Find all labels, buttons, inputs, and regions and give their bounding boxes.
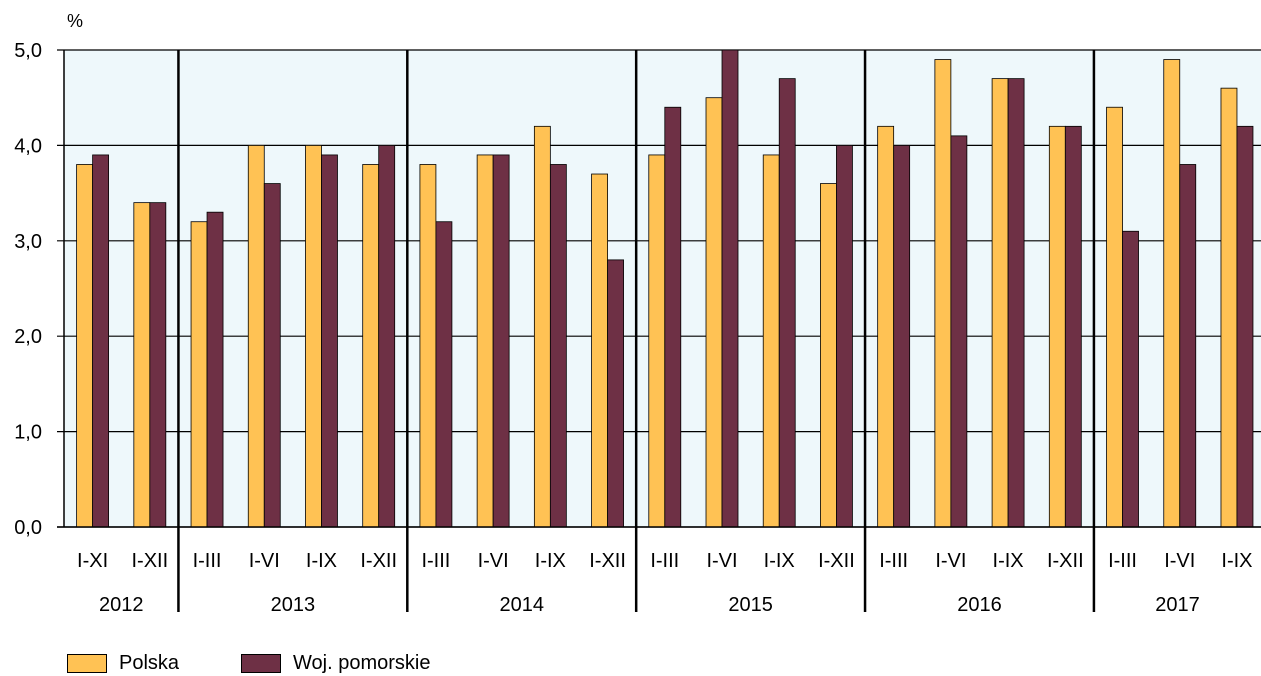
x-tick-label: I-VI (1164, 550, 1195, 572)
legend: Polska Woj. pomorskie (67, 650, 492, 676)
year-label: 2013 (271, 594, 316, 616)
y-tick-label: 5,0 (14, 40, 42, 62)
x-tick-label: I-XI (77, 550, 108, 572)
bar-polska (133, 202, 151, 528)
x-tick-label: I-XII (1047, 550, 1084, 572)
x-tick-label: I-IX (306, 550, 337, 572)
bar-pomorskie (950, 135, 968, 528)
bar-pomorskie (778, 78, 796, 528)
bar-pomorskie (206, 211, 224, 528)
x-tick-label: I-IX (535, 550, 566, 572)
bar-polska (591, 173, 608, 528)
bar-polska (705, 97, 723, 528)
bar-polska (247, 144, 265, 528)
x-tick-label: I-VI (249, 550, 280, 572)
x-tick-label: I-III (879, 550, 908, 572)
bar-pomorskie (321, 154, 338, 528)
bar-pomorskie (549, 164, 567, 528)
legend-label-pomorskie: Woj. pomorskie (293, 651, 431, 674)
x-tick-label: I-VI (706, 550, 737, 572)
x-tick-label: I-IX (993, 550, 1024, 572)
x-tick-label: I-VI (935, 550, 966, 572)
bar-polska (305, 144, 322, 528)
bar-pomorskie (1236, 125, 1254, 528)
bar-pomorskie (263, 183, 281, 528)
bar-pomorskie (492, 154, 510, 528)
x-tick-label: I-VI (478, 550, 509, 572)
year-label: 2015 (728, 594, 773, 616)
bar-polska (762, 154, 780, 528)
x-tick-label: I-IX (764, 550, 795, 572)
bar-polska (648, 154, 666, 528)
x-tick-label: I-XII (589, 550, 626, 572)
bar-pomorskie (435, 221, 453, 528)
legend-swatch-pomorskie (241, 653, 282, 673)
bar-polska (1220, 87, 1238, 528)
bar-polska (190, 221, 208, 528)
bar-pomorskie (378, 144, 396, 528)
bar-polska (1106, 106, 1123, 528)
y-tick-label: 0,0 (14, 517, 42, 539)
x-tick-label: I-XII (131, 550, 168, 572)
year-label: 2012 (99, 594, 144, 616)
legend-label-polska: Polska (119, 651, 180, 674)
legend-item-polska: Polska (67, 652, 179, 675)
y-tick-label: 1,0 (14, 422, 42, 444)
x-tick-label: I-XII (818, 550, 855, 572)
bar-pomorskie (1064, 125, 1082, 528)
bar-polska (820, 183, 837, 528)
year-label: 2014 (499, 594, 544, 616)
bar-polska (419, 164, 437, 528)
bar-pomorskie (664, 106, 682, 528)
y-unit-label: % (67, 11, 83, 31)
bar-pomorskie (92, 154, 110, 528)
bar-polska (362, 164, 380, 528)
y-tick-label: 2,0 (14, 326, 42, 348)
bar-pomorskie (607, 259, 624, 528)
bar-pomorskie (893, 144, 911, 528)
x-tick-label: I-III (650, 550, 679, 572)
bar-pomorskie (1122, 230, 1139, 528)
y-tick-label: 4,0 (14, 135, 42, 157)
bar-polska (877, 125, 895, 528)
legend-item-pomorskie: Woj. pomorskie (241, 652, 430, 675)
bar-pomorskie (1179, 164, 1197, 528)
bar-polska (533, 125, 551, 528)
x-tick-label: I-III (193, 550, 222, 572)
bar-polska (991, 78, 1009, 528)
y-tick-label: 3,0 (14, 231, 42, 253)
bar-pomorskie (836, 144, 853, 528)
bar-polska (934, 59, 952, 528)
year-label: 2016 (957, 594, 1002, 616)
bar-pomorskie (721, 49, 739, 528)
bar-polska (76, 164, 94, 528)
x-tick-label: I-IX (1221, 550, 1252, 572)
bar-polska (1048, 125, 1066, 528)
x-tick-label: I-XII (360, 550, 397, 572)
bar-polska (476, 154, 494, 528)
x-tick-label: I-III (421, 550, 450, 572)
bar-pomorskie (149, 202, 167, 528)
legend-swatch-polska (67, 653, 107, 673)
year-label: 2017 (1155, 594, 1200, 616)
bar-polska (1163, 59, 1181, 528)
x-tick-label: I-III (1108, 550, 1137, 572)
bar-pomorskie (1007, 78, 1025, 528)
